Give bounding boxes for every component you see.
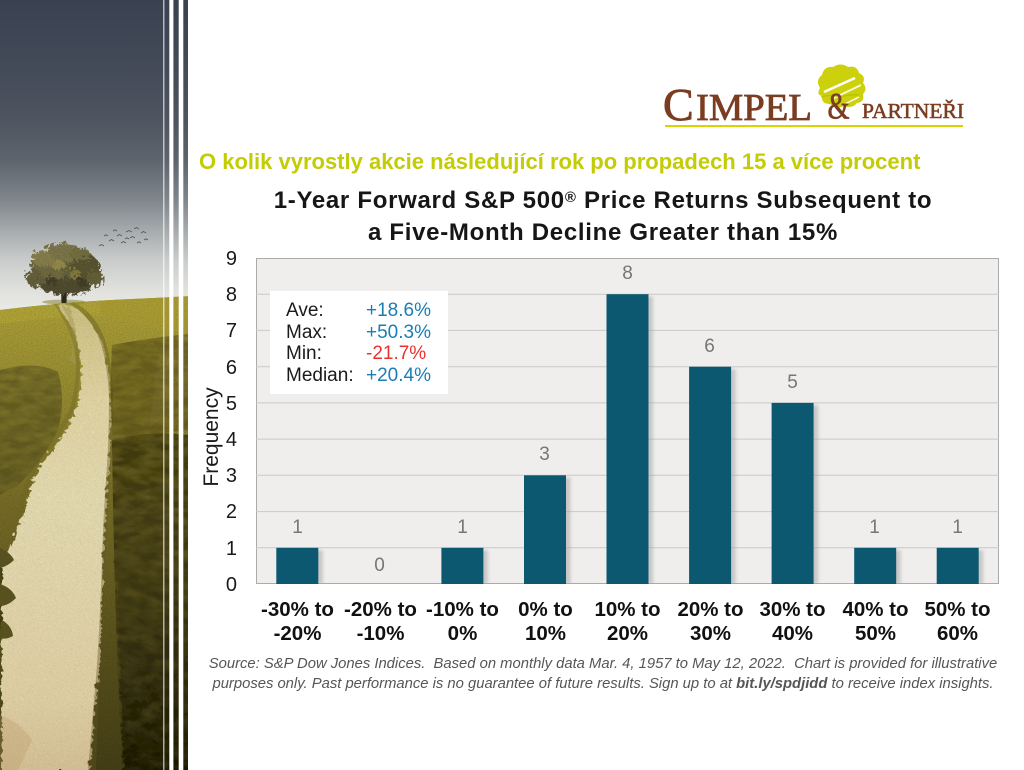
svg-text:PARTNEŘI: PARTNEŘI	[862, 99, 964, 123]
svg-text:&: &	[828, 87, 850, 128]
svg-text:IMPEL: IMPEL	[696, 87, 812, 129]
svg-text:C: C	[663, 79, 694, 130]
